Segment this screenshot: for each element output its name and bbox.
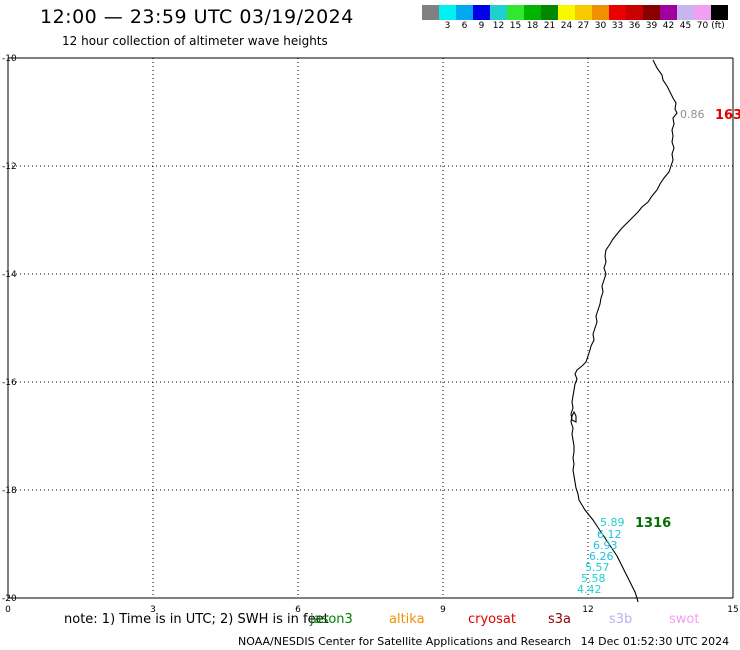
legend-swatch	[541, 5, 558, 20]
legend-swatch	[609, 5, 626, 20]
mission-label: jason3	[310, 612, 353, 627]
legend-swatch	[456, 5, 473, 20]
legend-swatch	[711, 5, 728, 20]
legend-label: 30	[594, 21, 607, 31]
legend-label: 70	[696, 21, 709, 31]
legend-swatch	[643, 5, 660, 20]
legend-swatch	[558, 5, 575, 20]
legend-swatch	[490, 5, 507, 20]
y-axis-label: -20	[2, 594, 17, 604]
wave-height-value: 5.89	[600, 516, 625, 529]
wave-height-readings: 5.896.126.936.265.575.584.42	[577, 516, 625, 596]
x-axis-label: 12	[582, 605, 593, 615]
wave-height-value: 6.26	[589, 550, 614, 563]
legend-swatch	[422, 5, 439, 20]
mission-label: altika	[389, 612, 425, 627]
wave-height-value: 4.42	[577, 583, 602, 596]
legend-swatch	[439, 5, 456, 20]
legend-swatch	[626, 5, 643, 20]
y-axis-label: -10	[2, 54, 17, 64]
legend-label: 33	[611, 21, 624, 31]
color-legend	[422, 5, 728, 20]
legend-swatch	[677, 5, 694, 20]
legend-label: 36	[628, 21, 641, 31]
wave-height-label: 0.86	[680, 108, 705, 121]
legend-label: 24	[560, 21, 573, 31]
x-axis-label: 0	[5, 605, 11, 615]
wave-height-value: 6.93	[593, 539, 618, 552]
legend-label: 39	[645, 21, 658, 31]
legend-swatch	[592, 5, 609, 20]
mission-label: s3a	[548, 612, 572, 627]
legend-swatch	[660, 5, 677, 20]
mission-label: swot	[669, 612, 700, 627]
coastline	[570, 59, 678, 603]
legend-swatch	[507, 5, 524, 20]
wave-height-value: 5.58	[581, 572, 606, 585]
legend-label: 27	[577, 21, 590, 31]
y-axis-label: -14	[2, 270, 17, 280]
page-title: 12:00 — 23:59 UTC 03/19/2024	[40, 6, 354, 28]
legend-label: 21	[543, 21, 556, 31]
legend-label: 12	[492, 21, 505, 31]
wave-height-value: 6.12	[597, 528, 622, 541]
pass-number-label: 1316	[635, 516, 671, 531]
legend-label: 42	[662, 21, 675, 31]
legend-swatch	[575, 5, 592, 20]
pass-number-label: 163	[715, 108, 740, 123]
legend-label: 45	[679, 21, 692, 31]
legend-swatch	[694, 5, 711, 20]
x-axis-label: 9	[440, 605, 446, 615]
legend-unit: (ft)	[711, 21, 725, 31]
mission-label: cryosat	[468, 612, 516, 627]
x-axis-label: 6	[295, 605, 301, 615]
footer: NOAA/NESDIS Center for Satellite Applica…	[238, 635, 735, 648]
footer-org: NOAA/NESDIS Center for Satellite Applica…	[238, 635, 572, 648]
legend-label: 3	[444, 21, 451, 31]
footer-timestamp: 14 Dec 01:52:30 UTC 2024	[580, 635, 730, 648]
legend-swatch	[473, 5, 490, 20]
y-axis-label: -18	[2, 486, 17, 496]
y-axis-label: -12	[2, 162, 17, 172]
mission-label: s3b	[609, 612, 633, 627]
map-grid: -10 -12 -14 -16 -18 -200 3 6 9 12 15	[2, 54, 739, 615]
y-axis-label: -16	[2, 378, 17, 388]
wave-height-value: 5.57	[585, 561, 610, 574]
color-legend-labels: 3 6 9 12 15 18 21 24 27 30 33 36 39 42 45 70 (ft)	[422, 21, 728, 33]
legend-label: 9	[478, 21, 485, 31]
legend-label: 15	[509, 21, 522, 31]
x-axis-label: 15	[727, 605, 738, 615]
x-axis-label: 3	[150, 605, 156, 615]
page-subtitle: 12 hour collection of altimeter wave hei…	[62, 34, 328, 48]
notes-line: note: 1) Time is in UTC; 2) SWH is in fe…	[64, 612, 329, 627]
legend-label: 6	[461, 21, 468, 31]
legend-swatch	[524, 5, 541, 20]
legend-label: 18	[526, 21, 539, 31]
